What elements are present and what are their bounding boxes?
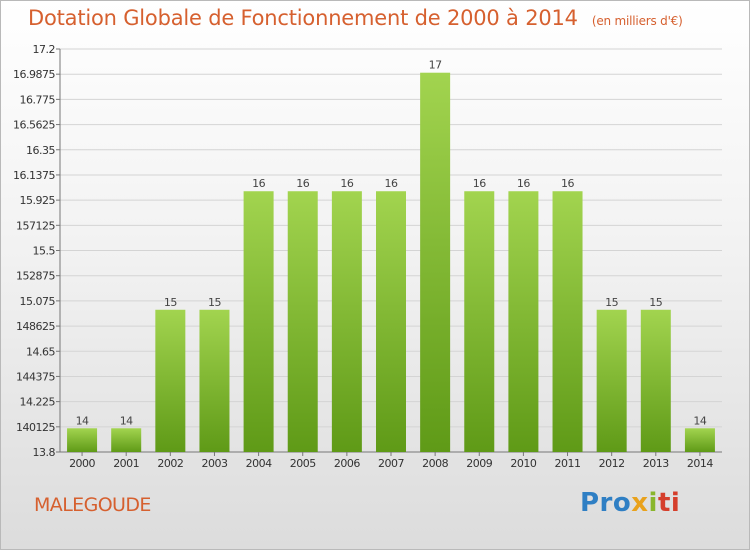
y-tick-label: 140125	[16, 421, 55, 434]
y-tick-label: 17.2	[33, 43, 56, 56]
y-tick-label: 16.1375	[13, 169, 55, 182]
x-tick-label: 2000	[69, 457, 95, 470]
bar	[243, 191, 274, 452]
y-tick-label: 15.075	[20, 295, 56, 308]
x-tick-label: 2011	[555, 457, 581, 470]
x-tick-label: 2003	[201, 457, 227, 470]
logo-part-3: i	[648, 488, 658, 518]
y-tick-label: 15.5	[33, 245, 56, 258]
data-label: 14	[76, 414, 89, 427]
data-label: 16	[252, 177, 265, 190]
data-label: 16	[385, 177, 398, 190]
y-tick-label: 14.225	[20, 396, 56, 409]
data-label: 17	[429, 59, 442, 72]
y-tick-label: 16.9875	[13, 68, 55, 81]
bar	[331, 191, 362, 452]
data-label: 16	[296, 177, 309, 190]
bar	[376, 191, 406, 452]
bar	[199, 309, 230, 452]
y-tick-label: 16.775	[20, 93, 56, 106]
x-tick-label: 2013	[643, 457, 669, 470]
data-label: 16	[473, 177, 486, 190]
y-tick-label: 16.35	[26, 144, 55, 157]
logo-part-2: x	[631, 488, 649, 518]
data-label: 15	[605, 296, 618, 309]
bar	[552, 191, 583, 452]
bar	[596, 309, 627, 452]
x-tick-label: 2008	[422, 457, 448, 470]
proxiti-logo: Proxiti	[580, 488, 680, 518]
x-tick-label: 2012	[599, 457, 625, 470]
data-label: 16	[561, 177, 574, 190]
y-tick-label: 16.5625	[13, 119, 55, 132]
x-tick-label: 2001	[113, 457, 139, 470]
x-tick-label: 2006	[334, 457, 360, 470]
bar	[287, 191, 318, 452]
logo-part-1: Pro	[580, 488, 632, 518]
x-tick-label: 2004	[246, 457, 272, 470]
y-tick-label: 15.925	[20, 194, 56, 207]
bar	[111, 428, 142, 452]
y-tick-label: 148625	[16, 320, 55, 333]
y-tick-label: 144375	[16, 370, 55, 383]
x-tick-label: 2014	[687, 457, 713, 470]
data-label: 15	[649, 296, 662, 309]
data-label: 15	[208, 296, 221, 309]
bar	[67, 428, 98, 452]
data-label: 16	[517, 177, 530, 190]
y-tick-label: 13.8	[33, 446, 56, 459]
bar	[464, 191, 495, 452]
data-label: 15	[164, 296, 177, 309]
x-tick-label: 2002	[157, 457, 183, 470]
chart-title: Dotation Globale de Fonctionnement de 20…	[28, 6, 683, 30]
labels: 13.8 140125 14.225 144375 14.65 148625 15.075 1…	[13, 43, 714, 470]
logo-part-4: ti	[657, 488, 681, 518]
bar	[508, 191, 539, 452]
x-tick-label: 2007	[378, 457, 404, 470]
bar	[684, 428, 715, 452]
data-label: 16	[340, 177, 353, 190]
bar	[640, 309, 671, 452]
bar	[155, 309, 186, 452]
y-tick-label: 152875	[16, 270, 55, 283]
bar	[420, 72, 451, 453]
commune-name: MALEGOUDE	[34, 494, 151, 516]
chart-title-text: Dotation Globale de Fonctionnement de 20…	[28, 6, 578, 30]
data-label: 14	[120, 414, 133, 427]
y-tick-label: 14.65	[26, 345, 55, 358]
chart-subtitle: (en milliers d'€)	[591, 14, 683, 28]
x-tick-label: 2010	[510, 457, 536, 470]
data-label: 14	[693, 414, 706, 427]
y-tick-label: 157125	[16, 219, 55, 232]
x-tick-label: 2005	[290, 457, 316, 470]
bars	[67, 72, 715, 453]
x-tick-label: 2009	[466, 457, 492, 470]
